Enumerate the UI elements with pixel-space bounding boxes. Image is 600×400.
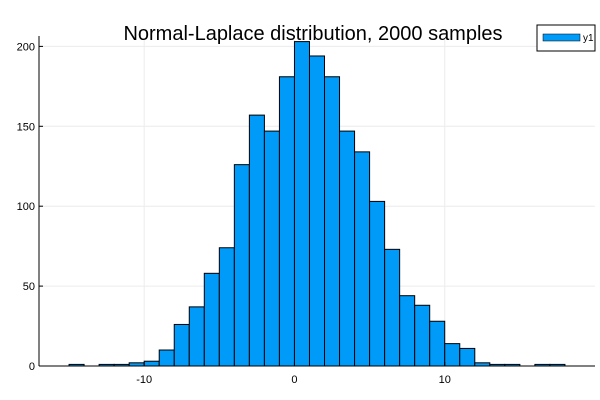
chart-title: Normal-Laplace distribution, 2000 sample… bbox=[123, 23, 502, 45]
legend-label: y1 bbox=[583, 33, 594, 44]
histogram-bar bbox=[444, 343, 461, 367]
histogram-bar bbox=[173, 323, 190, 367]
legend-swatch bbox=[542, 33, 581, 42]
x-tick-label: 10 bbox=[439, 374, 451, 386]
histogram-bar bbox=[369, 200, 386, 367]
histogram-bars bbox=[68, 41, 566, 367]
histogram-bar bbox=[248, 114, 265, 367]
histogram-bar bbox=[203, 272, 220, 367]
histogram-bar bbox=[188, 306, 205, 367]
histogram-bar bbox=[158, 349, 175, 367]
histogram-bar bbox=[278, 76, 295, 367]
y-tick-label: 200 bbox=[17, 41, 35, 53]
x-tick-label: -10 bbox=[136, 374, 152, 386]
y-tick-label: 150 bbox=[17, 121, 35, 133]
histogram-bar bbox=[218, 247, 235, 367]
histogram-bar bbox=[399, 295, 416, 367]
histogram-bar bbox=[324, 76, 341, 367]
legend: y1 bbox=[536, 24, 596, 52]
x-tick-label: 0 bbox=[291, 374, 297, 386]
histogram-bar bbox=[293, 41, 310, 367]
y-tick-label: 100 bbox=[17, 201, 35, 213]
tick-labels: 0 50 100 150 200 -10 0 10 bbox=[17, 41, 451, 386]
histogram-bar bbox=[459, 347, 476, 367]
y-tick-label: 50 bbox=[23, 281, 35, 293]
histogram-bar bbox=[233, 164, 250, 367]
histogram-bar bbox=[339, 130, 356, 367]
histogram-bar bbox=[354, 151, 371, 367]
histogram-bar bbox=[414, 304, 431, 367]
histogram-bar bbox=[429, 320, 446, 367]
histogram-bar bbox=[308, 55, 326, 367]
histogram-bar bbox=[263, 130, 280, 367]
y-tick-label: 0 bbox=[29, 361, 35, 373]
histogram-bar bbox=[384, 248, 401, 367]
axes bbox=[38, 36, 595, 367]
histogram-bar bbox=[143, 360, 160, 367]
